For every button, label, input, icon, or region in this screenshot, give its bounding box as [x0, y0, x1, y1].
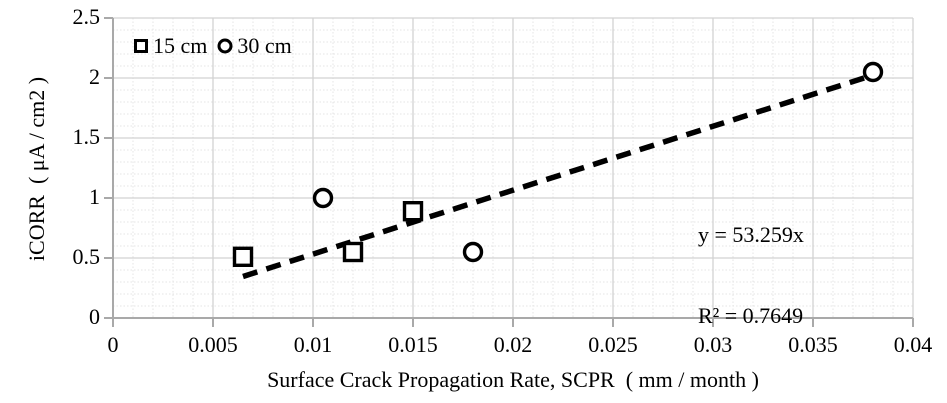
x-tick-label: 0.025	[588, 332, 638, 357]
x-axis-title: Surface Crack Propagation Rate, SCPR ( m…	[267, 367, 759, 392]
y-tick-label: 0	[89, 303, 100, 329]
y-tick-label: 2	[89, 63, 100, 89]
legend-item-15cm: 15 cm	[132, 33, 207, 59]
y-tick-label: 1	[89, 183, 100, 209]
data-point-square-15cm	[402, 200, 424, 222]
legend-label-15cm: 15 cm	[153, 33, 208, 58]
y-axis-title: iCORR ( μA / cm2 )	[24, 76, 49, 262]
trendline-annotation: y = 53.259x R² = 0.7649	[698, 167, 804, 383]
data-point-square-15cm	[342, 241, 364, 263]
x-tick-label: 0.035	[788, 332, 838, 357]
legend: 15 cm 30 cm	[132, 33, 292, 59]
x-tick-label: 0.01	[293, 332, 333, 357]
legend-label-30cm: 30 cm	[237, 33, 292, 58]
trendline-r-squared: R² = 0.7649	[698, 303, 804, 328]
y-tick-label: 1.5	[72, 123, 101, 149]
x-tick-label: 0.03	[693, 332, 733, 357]
legend-item-30cm: 30 cm	[216, 33, 292, 59]
x-tick-label: 0.04	[893, 332, 933, 357]
x-tick-label: 0.02	[493, 332, 533, 357]
x-tick-label: 0.015	[388, 332, 438, 357]
square-marker-icon	[134, 39, 148, 53]
x-tick-label: 0	[107, 332, 119, 357]
data-point-circle-30cm	[312, 187, 334, 209]
data-point-circle-30cm	[462, 241, 484, 263]
data-point-square-15cm	[232, 246, 254, 268]
trendline-equation: y = 53.259x	[698, 222, 804, 247]
circle-marker-icon	[217, 38, 233, 54]
data-point-circle-30cm	[862, 61, 884, 83]
x-tick-label: 0.005	[188, 332, 238, 357]
y-tick-label: 2.5	[72, 3, 101, 29]
y-tick-label: 0.5	[72, 243, 101, 269]
